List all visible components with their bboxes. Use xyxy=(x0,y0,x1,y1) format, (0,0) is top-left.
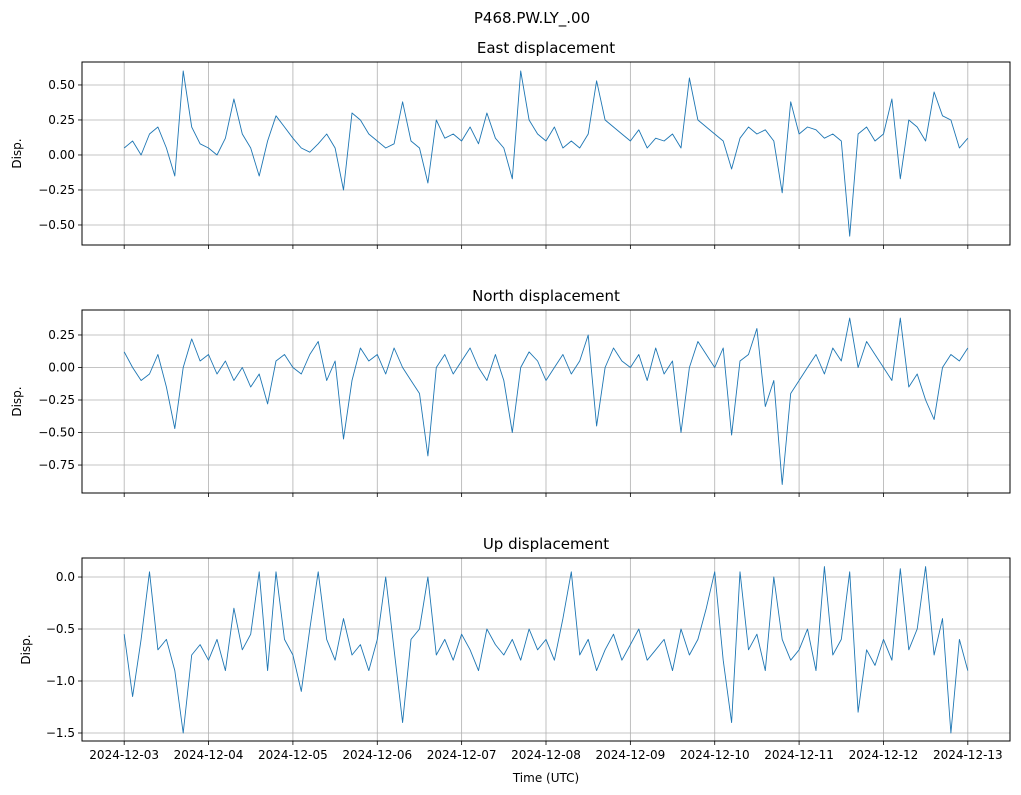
x-tick-label: 2024-12-03 xyxy=(89,748,159,762)
x-axis-label: Time (UTC) xyxy=(512,771,579,785)
panel-title: North displacement xyxy=(472,287,620,305)
series-line-north xyxy=(123,317,969,485)
y-tick-label: −0.50 xyxy=(38,426,75,440)
y-tick-label: 0.0 xyxy=(56,570,75,584)
y-tick-label: −0.25 xyxy=(38,393,75,407)
x-tick-label: 2024-12-06 xyxy=(342,748,412,762)
series-line-east xyxy=(123,70,969,237)
axes-frame xyxy=(81,557,1011,742)
x-tick-label: 2024-12-04 xyxy=(174,748,244,762)
y-axis-label: Disp. xyxy=(19,634,33,664)
x-tick-label: 2024-12-13 xyxy=(933,748,1003,762)
x-tick-label: 2024-12-11 xyxy=(764,748,834,762)
y-axis-label: Disp. xyxy=(10,386,24,416)
series-line-up xyxy=(123,566,969,734)
figure-title: P468.PW.LY_.00 xyxy=(474,9,590,28)
y-tick-label: −0.75 xyxy=(38,458,75,472)
axes-frame xyxy=(81,309,1011,494)
y-tick-label: 0.00 xyxy=(48,148,75,162)
axes-frame xyxy=(81,61,1011,246)
y-tick-label: 0.00 xyxy=(48,360,75,374)
y-tick-label: 0.25 xyxy=(48,328,75,342)
x-tick-label: 2024-12-08 xyxy=(511,748,581,762)
y-tick-label: −1.5 xyxy=(46,726,75,740)
y-tick-label: 0.25 xyxy=(48,113,75,127)
y-tick-label: −1.0 xyxy=(46,674,75,688)
y-axis-label: Disp. xyxy=(10,138,24,168)
y-tick-label: −0.50 xyxy=(38,218,75,232)
y-tick-label: 0.50 xyxy=(48,78,75,92)
x-tick-label: 2024-12-09 xyxy=(595,748,665,762)
x-tick-label: 2024-12-12 xyxy=(849,748,919,762)
y-tick-label: −0.25 xyxy=(38,183,75,197)
x-tick-label: 2024-12-10 xyxy=(680,748,750,762)
panel-title: Up displacement xyxy=(483,535,609,553)
panel-title: East displacement xyxy=(477,39,615,57)
x-tick-label: 2024-12-07 xyxy=(427,748,497,762)
x-tick-label: 2024-12-05 xyxy=(258,748,328,762)
y-tick-label: −0.5 xyxy=(46,622,75,636)
